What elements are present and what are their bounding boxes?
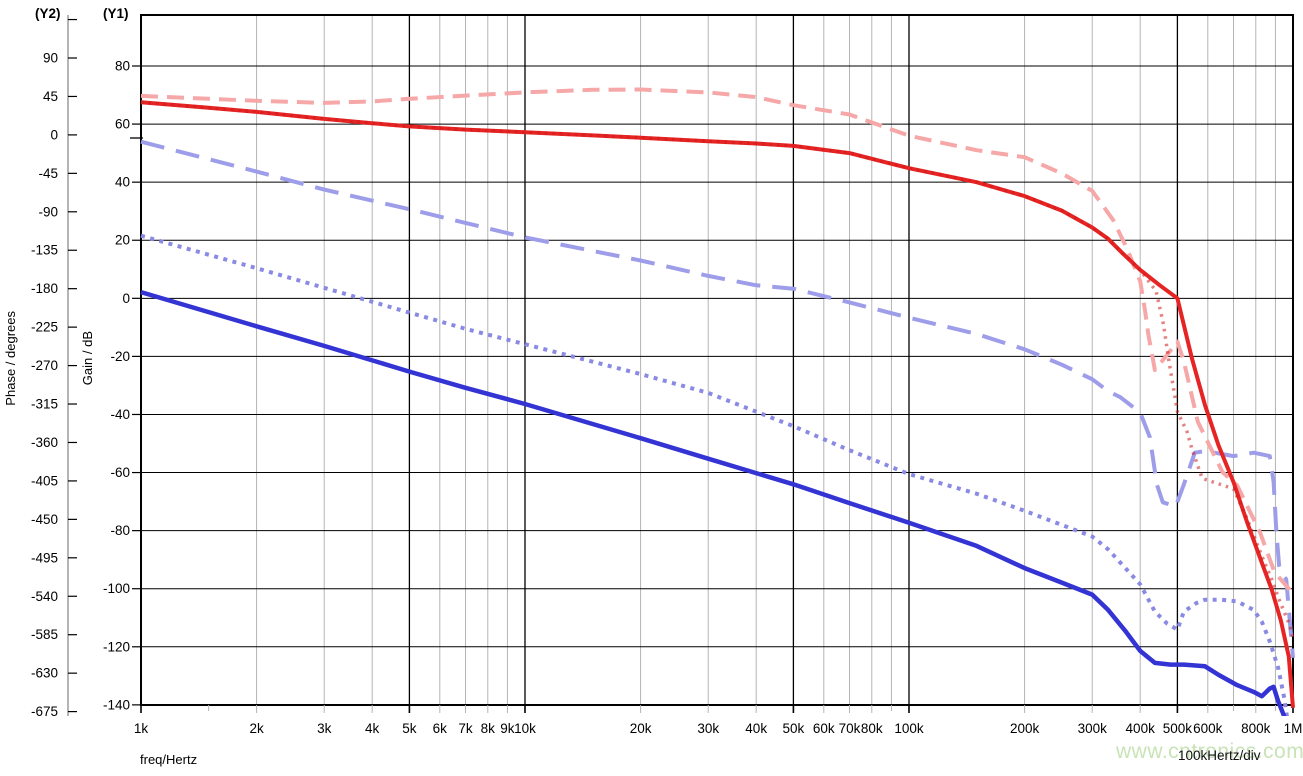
x-tick-label: 4k	[365, 721, 380, 736]
x-tick-label: 600k	[1193, 721, 1223, 736]
x-tick-label: 500k	[1163, 721, 1193, 736]
y2-tick-label: -405	[31, 473, 58, 488]
curve-gain-solid	[140, 100, 1295, 708]
x-tick-label: 200k	[1010, 721, 1040, 736]
x-tick-label: 6k	[433, 721, 448, 736]
y1-tick-label: 40	[115, 175, 130, 190]
y1-tick-label: -140	[103, 697, 130, 712]
y2-tick-label: -45	[38, 166, 58, 181]
phase-axis-title: Phase / degrees	[3, 311, 18, 406]
x-tick-label: 3k	[317, 721, 332, 736]
x-tick-label: 5k	[402, 721, 417, 736]
x-tick-label: 100k	[894, 721, 924, 736]
y2-tick-label: -90	[38, 204, 58, 219]
y2-tick-label: -135	[31, 243, 58, 258]
y1-tick-label: -60	[110, 465, 130, 480]
y2-tick-label: -270	[31, 358, 58, 373]
y2-tick-label: -585	[31, 627, 58, 642]
y2-tick-label: -540	[31, 589, 58, 604]
y2-tick-label: -180	[31, 281, 58, 296]
x-tick-label: 8k	[481, 721, 496, 736]
grid-horizontal	[141, 65, 1293, 648]
x-tick-label: 70k	[839, 721, 861, 736]
x-tick-label: 300k	[1078, 721, 1108, 736]
curve-gain-dotted	[140, 100, 1295, 639]
x-tick-label: 50k	[783, 721, 805, 736]
y1-tick-label: 20	[115, 233, 130, 248]
y1-tick-label: -120	[103, 639, 130, 654]
y2-tick-label: -675	[31, 704, 58, 719]
x-tick-label: 400k	[1126, 721, 1156, 736]
x-tick-label: 80k	[861, 721, 883, 736]
x-tick-label: 800k	[1241, 721, 1271, 736]
y1-tick-label: 0	[122, 291, 130, 306]
series-group	[140, 87, 1295, 716]
y1-tick-label: -40	[110, 407, 130, 422]
x-tick-label: 30k	[697, 721, 719, 736]
y1-axis: 80 60 40 20 0 -20 -40 -60 -80 -100 -120 -140	[103, 59, 143, 712]
y2-tick-label: 0	[50, 127, 58, 142]
y2-tick-label: -315	[31, 397, 58, 412]
x-tick-label: 2k	[249, 721, 264, 736]
x-tick-label: 10k	[514, 721, 536, 736]
y2-tick-label: 90	[43, 51, 58, 66]
y2-tick-label: -225	[31, 320, 58, 335]
gain-axis-title: Gain / dB	[80, 331, 95, 386]
x-axis: 1k 2k 3k 4k 5k 6k 7k 8k 9k 10k 20k 30k 40k 50k 60k 70k 8…	[134, 705, 1303, 736]
y1-tick-label: 60	[115, 117, 130, 132]
y2-tick-label: -495	[31, 550, 58, 565]
y2-tick-label: 45	[43, 89, 58, 104]
grid-major-vertical	[408, 15, 1179, 705]
x-tick-label: 60k	[813, 721, 835, 736]
x-tick-label: 20k	[630, 721, 652, 736]
x-tick-label: 1k	[134, 721, 149, 736]
curve-phase-dashed	[140, 139, 1295, 658]
curve-phase-solid	[140, 289, 1287, 716]
watermark-text: www.cntronics.com	[1116, 740, 1303, 763]
scale-per-div-note: 100kHertz/div	[1178, 748, 1261, 763]
y1-tick-label: -80	[110, 523, 130, 538]
y2-tick-label: -630	[31, 666, 58, 681]
y1-tick-label: -20	[110, 349, 130, 364]
y1-tick-label: -100	[103, 581, 130, 596]
y2-tick-label: -450	[31, 512, 58, 527]
x-tick-label: 40k	[745, 721, 767, 736]
x-axis-title: freq/Hertz	[140, 752, 198, 767]
plot-frame	[140, 14, 1294, 706]
y1-tick-label: 80	[115, 59, 130, 74]
y2-axis-tag: (Y2)	[35, 6, 61, 21]
y1-axis-tag: (Y1)	[103, 6, 129, 21]
x-tick-label: 1M	[1284, 721, 1303, 736]
x-tick-label: 7k	[458, 721, 473, 736]
x-tick-label: 9k	[500, 721, 515, 736]
y2-axis: 90 45 0 -45 -90 -135 -180 -225 -270 -315 -360 -405 -…	[31, 15, 77, 719]
curve-phase-dotted	[140, 233, 1289, 716]
y2-tick-label: -360	[31, 435, 58, 450]
